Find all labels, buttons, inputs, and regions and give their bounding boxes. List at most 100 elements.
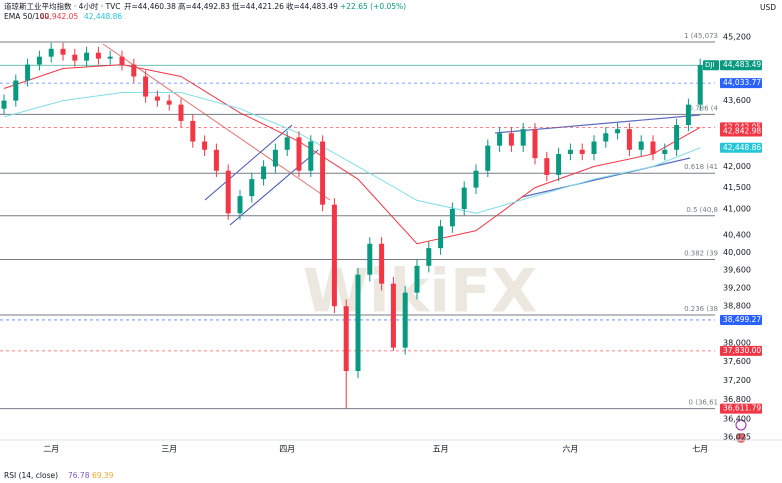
y-tick-label: 37,600 [723,357,751,366]
candle-body [402,292,408,348]
price-badge-label: 42,842.98 [723,126,761,135]
y-tick-label: 37,200 [723,376,751,385]
candle-body [331,204,337,307]
ohlc-low: 低=44,421.26 [232,1,284,11]
candle-body [426,248,432,266]
candle-body [390,283,396,348]
candle-body [355,274,361,372]
fib-label: 1 (45,073 [684,32,718,40]
candle-body [414,265,420,293]
watermark: WikiFX [303,257,537,327]
candle-body [544,158,550,175]
channel-line [204,124,293,201]
candle-body [615,129,621,134]
event-icon[interactable] [735,419,747,431]
rsi-label: RSI (14, close) [4,471,58,480]
candle-body [603,133,609,142]
candle-body [449,208,455,227]
y-tick-label: 36,800 [723,395,751,404]
symbol-tag-label: DJI [705,61,715,69]
candle-body [60,48,66,55]
indicator-label: EMA 50/100 [4,12,49,21]
candle-body [685,104,691,126]
x-tick-label: 七月 [692,445,708,454]
price-badge-label: 42,448.86 [723,143,761,152]
candle-body [638,141,644,150]
ema-line [3,92,701,214]
candle-body [119,56,125,65]
candle-body [308,141,314,171]
price-badge [720,403,762,414]
candle-body [213,149,219,171]
price-badge-label: 44,483.49 [723,60,761,69]
fib-label: 0.5 (40,8 [686,206,718,214]
candle-body [497,133,503,146]
candle-body [579,149,585,154]
candle-body [626,129,632,150]
y-tick-label: 41,500 [723,183,751,192]
ohlc-change: +22.65 (+0.05%) [340,2,406,11]
candle-body [202,141,208,150]
candle-body [13,80,19,101]
y-tick-label: 39,200 [723,284,751,293]
candle-body [131,64,137,77]
candle-body [272,149,278,167]
candle-body [367,243,373,275]
ohlc-open: 开=44,460.38 [124,2,176,11]
candle-body [237,196,243,214]
indicator-value: 42,448.86 [84,12,122,21]
symbol-title: 道琼斯工业平均指数 · 4小时 · TVC [4,1,121,11]
candle-body [556,153,562,175]
candle-body [320,141,326,205]
candle-body [473,170,479,188]
candle-body [249,179,255,197]
candle-body [567,149,573,154]
wedge-line [521,157,691,198]
candle-body [650,141,656,154]
candle-body [261,166,267,180]
fib-label: 0.786 (4 [689,104,719,112]
candle-body [36,56,42,65]
ohlc-close: 收=44,483.49 [286,1,338,11]
header: 道琼斯工业平均指数 · 4小时 · TVC 开=44,460.38 高=44,4… [4,1,776,480]
candle-body [154,96,160,101]
candle-body [72,54,78,61]
candle-body [485,145,491,171]
y-tick-label: 40,400 [723,230,751,239]
price-badge-label: 36,611.79 [723,404,761,413]
candle-body [343,306,349,372]
y-tick-label: 42,000 [723,162,751,171]
drawings [102,43,701,226]
fib-label: 0 (36,61 [689,399,718,407]
candle-body [674,125,680,150]
x-tick-label: 六月 [562,444,578,454]
y-tick-label: 36,400 [723,414,751,423]
candle-body [25,64,31,81]
candle-body [84,52,90,61]
y-tick-label: 45,200 [723,33,751,42]
candle-body [284,137,290,150]
candle-body [591,141,597,154]
y-tick-label: 38,800 [723,302,751,311]
candle-body [166,100,172,105]
price-badge [720,142,762,153]
ohlc-high: 高=44,492.83 [178,1,230,11]
wedge-line [494,114,701,134]
candle-body [296,137,302,171]
x-tick-label: 四月 [279,445,295,454]
fib-label: 0.618 (41 [684,163,718,171]
candle-body [379,243,385,284]
x-tick-label: 三月 [161,445,177,454]
trend-line [102,43,331,201]
y-tick-label: 39,600 [723,266,751,275]
rsi-value: 76.78 [68,471,90,480]
price-badge-label: 37,830.00 [723,346,761,355]
channel-line [229,149,319,226]
candle-body [461,187,467,209]
y-tick-label: 41,000 [723,204,751,213]
price-badge-label: 44,033.77 [723,78,761,87]
x-tick-label: 二月 [43,445,59,454]
x-tick-label: 五月 [433,445,449,454]
